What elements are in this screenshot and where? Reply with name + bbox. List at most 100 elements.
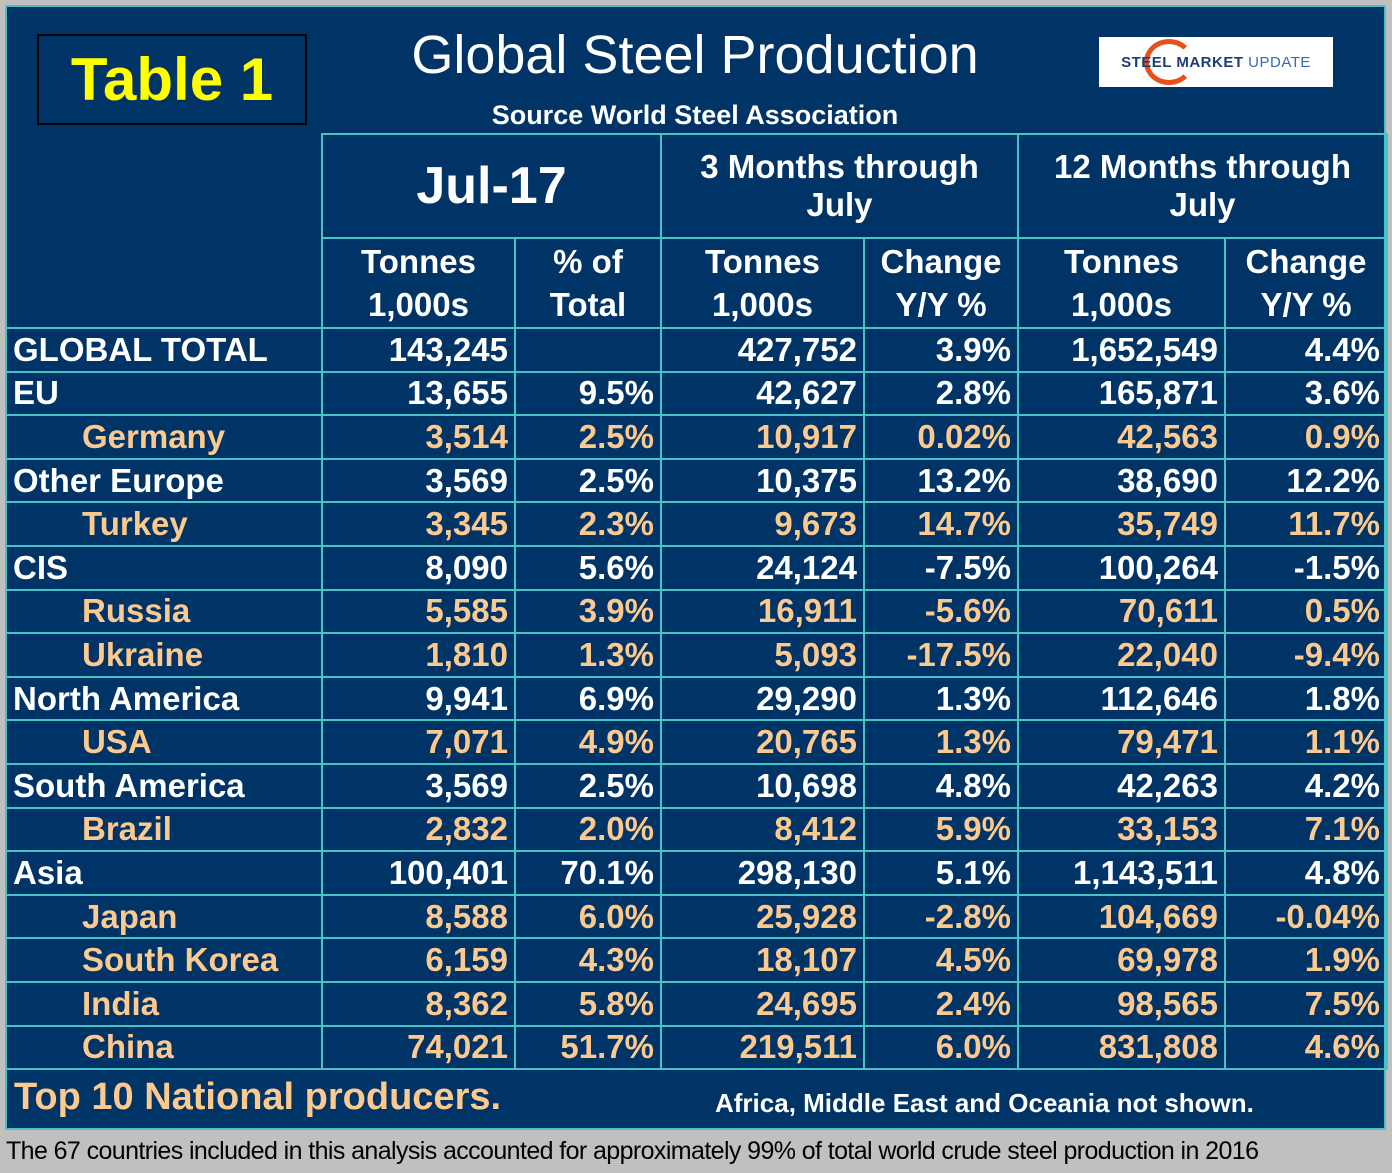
table-cell: 42,263 xyxy=(1017,762,1226,809)
table-row: USA 7,071 4.9% 20,765 1.3% 79,471 1.1% xyxy=(5,719,1388,765)
row-label: Russia xyxy=(5,588,323,635)
table-cell xyxy=(514,327,662,373)
row-label: Brazil xyxy=(5,806,323,853)
table-cell: 8,412 xyxy=(660,806,865,853)
table-cell: 7.5% xyxy=(1224,980,1388,1027)
table-cell: 3,569 xyxy=(321,762,516,809)
table-cell: 1,652,549 xyxy=(1017,327,1226,373)
table-cell: 29,290 xyxy=(660,675,865,722)
table-cell: -5.6% xyxy=(863,588,1019,635)
table-cell: 1.9% xyxy=(1224,937,1388,983)
column-header: % of Total xyxy=(514,237,662,329)
row-label: Turkey xyxy=(5,501,323,547)
table-cell: 79,471 xyxy=(1017,719,1226,765)
table-row: CIS 8,090 5.6% 24,124 -7.5% 100,264 -1.5% xyxy=(5,544,1388,591)
footer-regions-not-shown: Africa, Middle East and Oceania not show… xyxy=(715,1088,1254,1118)
group-header-12-months: 12 Months through July xyxy=(1017,133,1388,239)
table-row: South America 3,569 2.5% 10,698 4.8% 42,263 4.… xyxy=(5,762,1388,809)
table-cell: -0.04% xyxy=(1224,893,1388,940)
table-cell: 4.9% xyxy=(514,719,662,765)
logo-text-light: UPDATE xyxy=(1248,53,1311,71)
row-label: CIS xyxy=(5,544,323,591)
row-label: China xyxy=(5,1024,323,1071)
coverage-note: The 67 countries included in this analys… xyxy=(6,1137,1259,1165)
row-label: Japan xyxy=(5,893,323,940)
table-cell: 9,941 xyxy=(321,675,516,722)
table-cell: 3,514 xyxy=(321,414,516,460)
table-cell: 4.8% xyxy=(1224,850,1388,896)
row-label: South America xyxy=(5,762,323,809)
group-header-3-months: 3 Months through July xyxy=(660,133,1019,239)
table-row: Other Europe 3,569 2.5% 10,375 13.2% 38,690 12… xyxy=(5,457,1388,504)
table-cell: 6.9% xyxy=(514,675,662,722)
table-cell: 4.8% xyxy=(863,762,1019,809)
table-cell: 51.7% xyxy=(514,1024,662,1071)
table-row: Brazil 2,832 2.0% 8,412 5.9% 33,153 7.1% xyxy=(5,806,1388,853)
table-cell: 3,345 xyxy=(321,501,516,547)
table-cell: 2.8% xyxy=(863,370,1019,417)
table-row: EU 13,655 9.5% 42,627 2.8% 165,871 3.6% xyxy=(5,370,1388,417)
page-title: Global Steel Production xyxy=(411,25,979,85)
table-row: Turkey 3,345 2.3% 9,673 14.7% 35,749 11.7% xyxy=(5,501,1388,547)
table-cell: -9.4% xyxy=(1224,632,1388,678)
table-cell: 22,040 xyxy=(1017,632,1226,678)
table-cell: 13,655 xyxy=(321,370,516,417)
table-row: India 8,362 5.8% 24,695 2.4% 98,565 7.5% xyxy=(5,980,1388,1027)
source-subtitle: Source World Steel Association xyxy=(491,100,899,130)
table-cell: 2.4% xyxy=(863,980,1019,1027)
table-cell: 2.5% xyxy=(514,762,662,809)
row-label: Other Europe xyxy=(5,457,323,504)
table-cell: 10,917 xyxy=(660,414,865,460)
table-row: Germany 3,514 2.5% 10,917 0.02% 42,563 0.9% xyxy=(5,414,1388,460)
table-cell: 0.02% xyxy=(863,414,1019,460)
group-header-month: Jul-17 xyxy=(321,133,662,239)
table-cell: 427,752 xyxy=(660,327,865,373)
table-cell: 1.8% xyxy=(1224,675,1388,722)
table-cell: 5.9% xyxy=(863,806,1019,853)
table-row: Asia 100,401 70.1% 298,130 5.1% 1,143,511 4.8% xyxy=(5,850,1388,896)
table-cell: 11.7% xyxy=(1224,501,1388,547)
table-cell: 69,978 xyxy=(1017,937,1226,983)
table-row: North America 9,941 6.9% 29,290 1.3% 112,646 1… xyxy=(5,675,1388,722)
row-label: India xyxy=(5,980,323,1027)
table-cell: 1,810 xyxy=(321,632,516,678)
table-cell: 9,673 xyxy=(660,501,865,547)
table-cell: 5.8% xyxy=(514,980,662,1027)
table-row: Japan 8,588 6.0% 25,928 -2.8% 104,669 -0.04% xyxy=(5,893,1388,940)
steel-production-table: Jul-17 3 Months through July 12 Months t… xyxy=(5,133,1388,1071)
table-cell: 38,690 xyxy=(1017,457,1226,504)
table-cell: 831,808 xyxy=(1017,1024,1226,1071)
table-cell: 20,765 xyxy=(660,719,865,765)
table-cell: 12.2% xyxy=(1224,457,1388,504)
table-cell: 4.4% xyxy=(1224,327,1388,373)
table-cell: 33,153 xyxy=(1017,806,1226,853)
table-cell: 5.1% xyxy=(863,850,1019,896)
table-cell: 10,375 xyxy=(660,457,865,504)
table-cell: 1.1% xyxy=(1224,719,1388,765)
table-cell: 143,245 xyxy=(321,327,516,373)
table-cell: 4.6% xyxy=(1224,1024,1388,1071)
logo-text-bold: STEEL MARKET xyxy=(1121,53,1244,71)
table-cell: 16,911 xyxy=(660,588,865,635)
logo-arc-icon xyxy=(1144,39,1194,85)
table-cell: 4.3% xyxy=(514,937,662,983)
table-label: Table 1 xyxy=(37,34,307,125)
table-cell: 7.1% xyxy=(1224,806,1388,853)
table-row: China 74,021 51.7% 219,511 6.0% 831,808 4.6% xyxy=(5,1024,1388,1071)
table-cell: 6,159 xyxy=(321,937,516,983)
table-cell: 5.6% xyxy=(514,544,662,591)
table-cell: 0.9% xyxy=(1224,414,1388,460)
table-cell: 219,511 xyxy=(660,1024,865,1071)
table-row: Russia 5,585 3.9% 16,911 -5.6% 70,611 0.5% xyxy=(5,588,1388,635)
table-cell: 70.1% xyxy=(514,850,662,896)
column-header: Change Y/Y % xyxy=(863,237,1019,329)
table-cell: 42,563 xyxy=(1017,414,1226,460)
table-cell: 2,832 xyxy=(321,806,516,853)
table-cell: 1.3% xyxy=(514,632,662,678)
row-label: Ukraine xyxy=(5,632,323,678)
table-cell: -7.5% xyxy=(863,544,1019,591)
table-cell: 3,569 xyxy=(321,457,516,504)
table-cell: 165,871 xyxy=(1017,370,1226,417)
table-cell: 0.5% xyxy=(1224,588,1388,635)
column-header: Tonnes 1,000s xyxy=(321,237,516,329)
